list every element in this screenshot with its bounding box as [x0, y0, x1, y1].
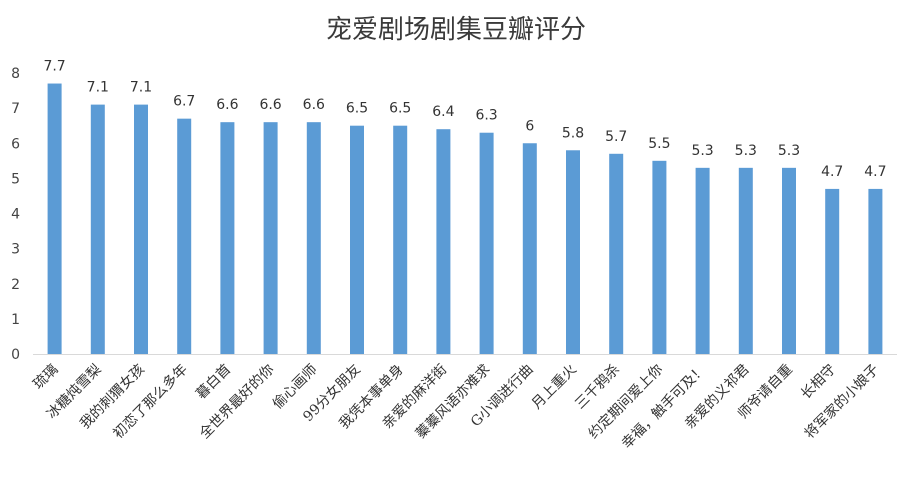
- bar: [738, 167, 753, 354]
- x-tick-label: 长相守: [798, 362, 839, 403]
- data-label: 6.6: [259, 97, 281, 113]
- data-label: 5.3: [691, 143, 713, 159]
- x-tick-label: 暮白首: [193, 362, 234, 403]
- bar: [782, 167, 796, 354]
- data-label: 6: [525, 118, 534, 134]
- chart-title: 宠爱剧场剧集豆瓣评分: [326, 15, 586, 45]
- y-tick-label: 4: [11, 207, 20, 223]
- data-label: 4.7: [821, 164, 843, 180]
- data-label: 4.7: [864, 164, 886, 180]
- data-label: 6.6: [216, 97, 238, 113]
- bar: [566, 150, 580, 354]
- data-label: 6.7: [173, 94, 195, 110]
- bar: [306, 122, 321, 354]
- bar: [393, 125, 408, 354]
- x-tick-label: 将军家的小娘子: [801, 361, 882, 442]
- data-label: 5.3: [778, 143, 800, 159]
- y-tick-label: 6: [11, 136, 20, 152]
- bar: [522, 143, 537, 354]
- x-tick-label: 约定期间爱上你: [586, 362, 667, 443]
- data-labels-group: 7.7 7.1 7.1 6.7 6.6 6.6 6.6 6.5 6.5 6.4 6.3 6 5.8 5.7…: [43, 59, 886, 180]
- data-label: 6.3: [475, 108, 497, 124]
- bar: [47, 83, 62, 354]
- data-label: 7.1: [87, 80, 109, 96]
- data-label: 6.4: [432, 104, 454, 120]
- data-label: 7.7: [43, 59, 65, 75]
- data-label: 6.6: [303, 97, 325, 113]
- bar: [263, 122, 278, 354]
- y-tick-label: 7: [11, 101, 20, 117]
- data-label: 6.5: [389, 101, 411, 117]
- data-label: 5.7: [605, 129, 627, 145]
- bar: [177, 118, 192, 354]
- data-label: 6.5: [346, 101, 368, 117]
- y-tick-label: 2: [11, 277, 20, 293]
- data-label: 7.1: [130, 80, 152, 96]
- bar: [220, 122, 235, 354]
- y-axis: 0 1 2 3 4 5 6 7 8: [11, 66, 20, 363]
- bar: [134, 104, 148, 354]
- x-tick-label: 蓁蓁风语亦难求: [413, 362, 494, 443]
- x-tick-label: 全世界最好的你: [196, 361, 277, 442]
- bar: [350, 125, 364, 354]
- bar: [90, 104, 105, 354]
- y-tick-label: 3: [11, 242, 20, 258]
- data-label: 5.3: [735, 143, 757, 159]
- x-tick-label: 琉璃: [30, 361, 62, 393]
- x-tick-label: 月上重火: [529, 362, 580, 413]
- bar: [652, 160, 667, 354]
- bar: [868, 188, 883, 354]
- bars-group: [47, 83, 883, 354]
- y-tick-label: 5: [11, 171, 20, 187]
- bar: [695, 167, 710, 354]
- y-tick-label: 1: [11, 312, 20, 328]
- bar: [825, 188, 840, 354]
- bar: [609, 153, 624, 354]
- data-label: 5.5: [648, 136, 670, 152]
- y-tick-label: 0: [11, 347, 20, 363]
- data-label: 5.8: [562, 125, 584, 141]
- bar: [436, 129, 451, 354]
- x-tick-label: 初恋了那么多年: [110, 361, 191, 442]
- y-tick-label: 8: [11, 66, 20, 82]
- bar: [479, 132, 494, 354]
